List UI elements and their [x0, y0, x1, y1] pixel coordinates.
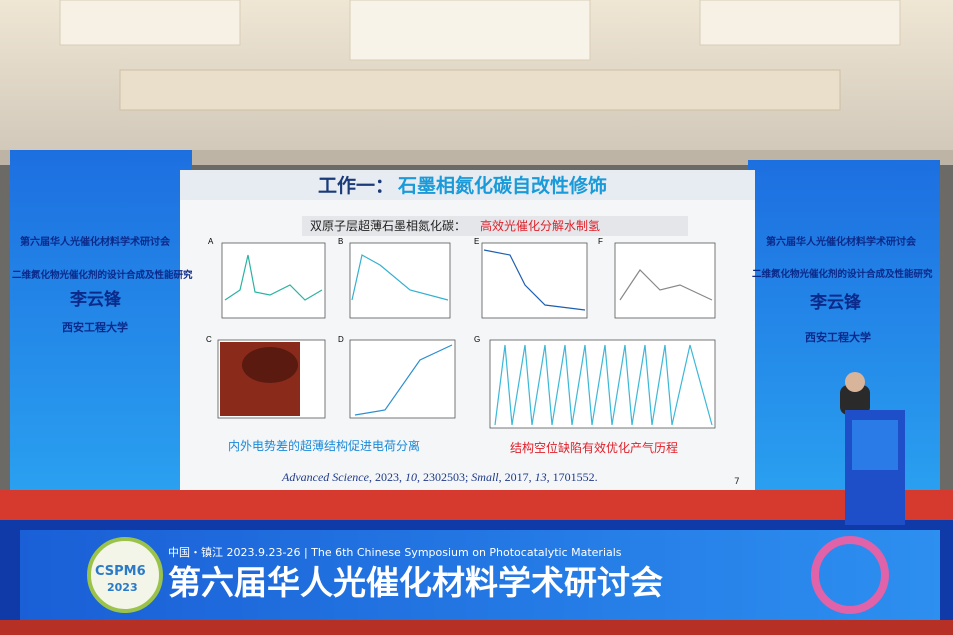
page-number: 7 [734, 477, 740, 487]
side-talk: 二维氮化物光催化剂的设计合成及性能研究 [12, 270, 193, 281]
citation-text: , 2302503; [416, 470, 472, 484]
citation-text: , 2017, [498, 470, 535, 484]
caption-left: 内外电势差的超薄结构促进电荷分离 [228, 439, 421, 453]
logo-year: 2023 [107, 581, 138, 594]
citation-text: , 1701552. [546, 470, 598, 484]
panel-label: A [208, 237, 214, 246]
side-talk: 二维氮化物光催化剂的设计合成及性能研究 [752, 269, 933, 280]
slide-subtitle: 双原子层超薄石墨相氮化碳： [310, 219, 467, 233]
panel-label: E [474, 237, 480, 246]
slide-subtitle-highlight: 高效光催化分解水制氢 [480, 219, 601, 233]
panel-label: B [338, 237, 344, 246]
logo-name: CSPM6 [95, 564, 146, 579]
slide-title-prefix: 工作一： [318, 175, 395, 197]
panel-label: G [474, 335, 481, 344]
panel-label: C [206, 335, 212, 344]
side-conference: 第六届华人光催化材料学术研讨会 [766, 237, 916, 248]
citation-volume: 10 [404, 470, 417, 484]
citation-journal: Advanced Science [282, 470, 369, 484]
side-conference: 第六届华人光催化材料学术研讨会 [20, 237, 170, 248]
caption-right: 结构空位缺陷有效优化产气历程 [510, 441, 679, 455]
side-affiliation: 西安工程大学 [805, 331, 871, 344]
side-speaker: 李云锋 [810, 293, 861, 313]
citation-volume: 13 [534, 470, 547, 484]
panel-label: D [338, 335, 344, 344]
citation: Advanced Science, 2023, 10, 2302503; Sma… [282, 471, 598, 483]
banner-title: 第六届华人光催化材料学术研讨会 [168, 563, 663, 602]
citation-text: , 2023, [368, 470, 405, 484]
banner-info: 中国・镇江 2023.9.23-26 | The 6th Chinese Sym… [168, 546, 622, 559]
citation-journal: Small [471, 470, 499, 484]
side-speaker: 李云锋 [70, 290, 121, 310]
panel-label: F [598, 237, 603, 246]
slide-title: 石墨相氮化碳自改性修饰 [398, 175, 608, 197]
side-affiliation: 西安工程大学 [62, 321, 128, 334]
